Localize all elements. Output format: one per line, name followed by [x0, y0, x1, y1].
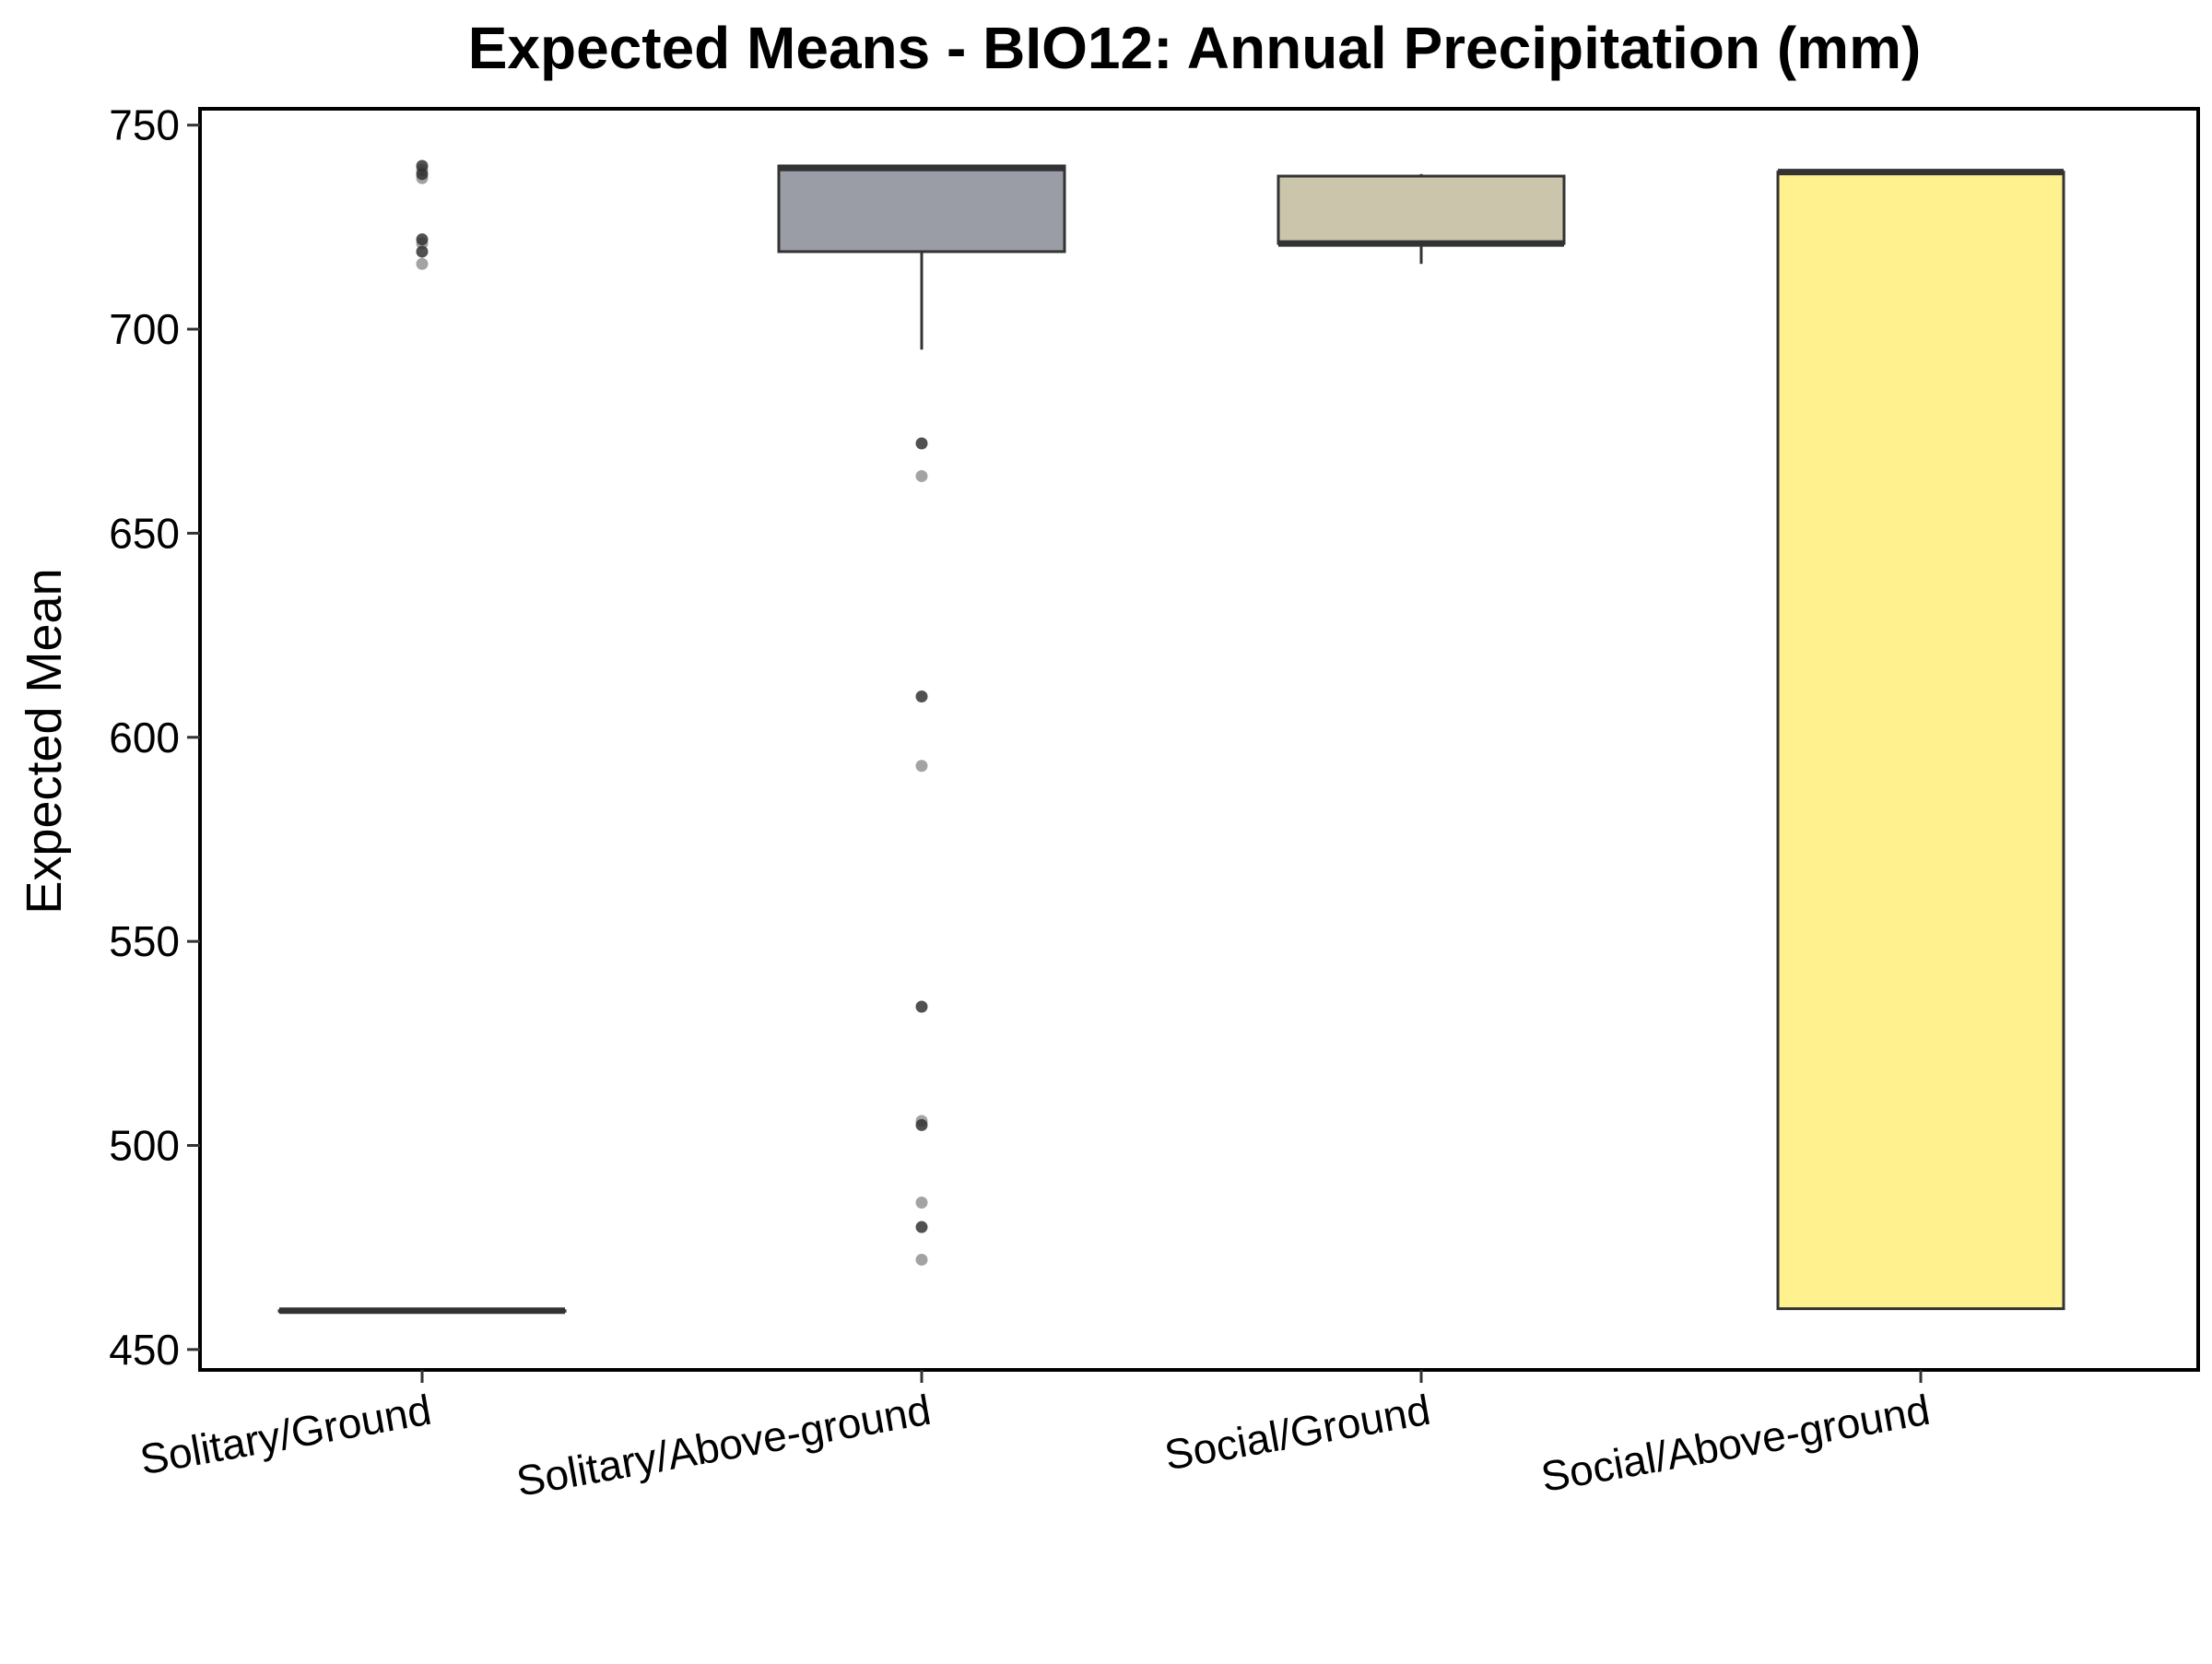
box-group: [777, 164, 1066, 1266]
outlier-point: [915, 1000, 928, 1013]
outlier-point: [915, 469, 928, 482]
plot-frame: [198, 107, 2200, 1372]
y-tick-label: 450: [109, 1326, 180, 1374]
outlier-point: [915, 1253, 928, 1266]
box-body: [1776, 171, 2065, 1311]
outlier-point: [416, 245, 429, 258]
outlier-point: [915, 690, 928, 703]
y-tick-label: 700: [109, 305, 180, 353]
box-group: [277, 159, 567, 1315]
outlier-point: [416, 257, 429, 270]
box-group: [1277, 173, 1566, 265]
y-axis-label: Expected Mean: [17, 568, 72, 914]
x-tick-label: Solitary/Ground: [136, 1386, 435, 1484]
outlier-point: [416, 171, 429, 184]
x-tick-label: Social/Above-ground: [1537, 1386, 1934, 1501]
y-tick-label: 550: [109, 917, 180, 965]
outlier-point: [915, 760, 928, 773]
y-tick-label: 500: [109, 1122, 180, 1170]
chart-title: Expected Means - BIO12: Annual Precipita…: [468, 15, 1922, 81]
box-body: [777, 164, 1066, 254]
box-body: [1277, 174, 1566, 245]
y-tick-label: 650: [109, 509, 180, 557]
y-tick-label: 600: [109, 714, 180, 761]
outlier-point: [915, 1196, 928, 1209]
outlier-point: [416, 168, 429, 181]
outlier-point: [416, 233, 429, 246]
x-tick-label: Social/Ground: [1161, 1386, 1434, 1480]
outlier-point: [915, 1118, 928, 1131]
plot-area: [277, 159, 2065, 1315]
axes: 450 500 550 600 650 700 750 Solitary/Ground Soli…: [109, 101, 1933, 1505]
outlier-point: [915, 437, 928, 450]
x-tick-label: Solitary/Above-ground: [512, 1386, 934, 1505]
outlier-point: [915, 1221, 928, 1233]
y-tick-label: 750: [109, 101, 180, 149]
box-group: [1776, 169, 2065, 1311]
